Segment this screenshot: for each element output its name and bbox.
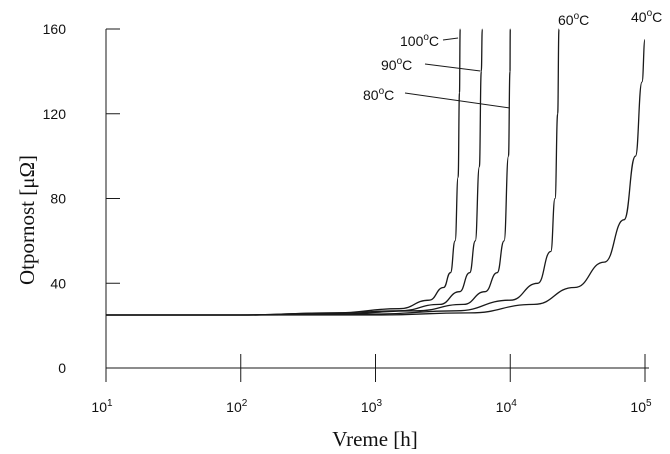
y-tick-label: 120	[43, 106, 67, 122]
series-labels: 100oC 90oC 80oC 60oC 40oC	[363, 8, 662, 103]
series-label-2: 80oC	[363, 86, 394, 103]
leader-line-2	[404, 92, 510, 109]
series-label-0: 100oC	[400, 32, 439, 49]
y-axis-title: Otpornost [μΩ]	[15, 155, 39, 285]
axes: 0 40 80 120 160 101 102 103 104 105	[43, 21, 652, 415]
y-tick-label: 160	[43, 21, 67, 37]
x-tick-label: 102	[226, 398, 248, 415]
y-tick-label: 40	[50, 275, 66, 291]
series-line-3	[106, 28, 560, 316]
x-tick-label: 105	[630, 398, 652, 415]
x-tick-label: 103	[361, 398, 383, 415]
x-tick-label: 104	[496, 398, 518, 415]
series-line-2	[106, 28, 511, 316]
series-label-4: 40oC	[631, 8, 662, 25]
y-tick-label: 0	[58, 360, 66, 376]
series-line-4	[106, 38, 646, 316]
y-tick-label: 80	[50, 191, 66, 207]
series-curves	[106, 28, 646, 316]
x-axis-title: Vreme [h]	[332, 427, 418, 451]
x-tick-label: 101	[91, 398, 113, 415]
series-line-1	[106, 28, 483, 316]
series-label-1: 90oC	[381, 56, 412, 73]
leader-line-1	[424, 63, 481, 72]
series-label-3: 60oC	[558, 11, 589, 28]
leader-line-0	[442, 37, 459, 41]
series-leader-lines	[404, 37, 510, 109]
